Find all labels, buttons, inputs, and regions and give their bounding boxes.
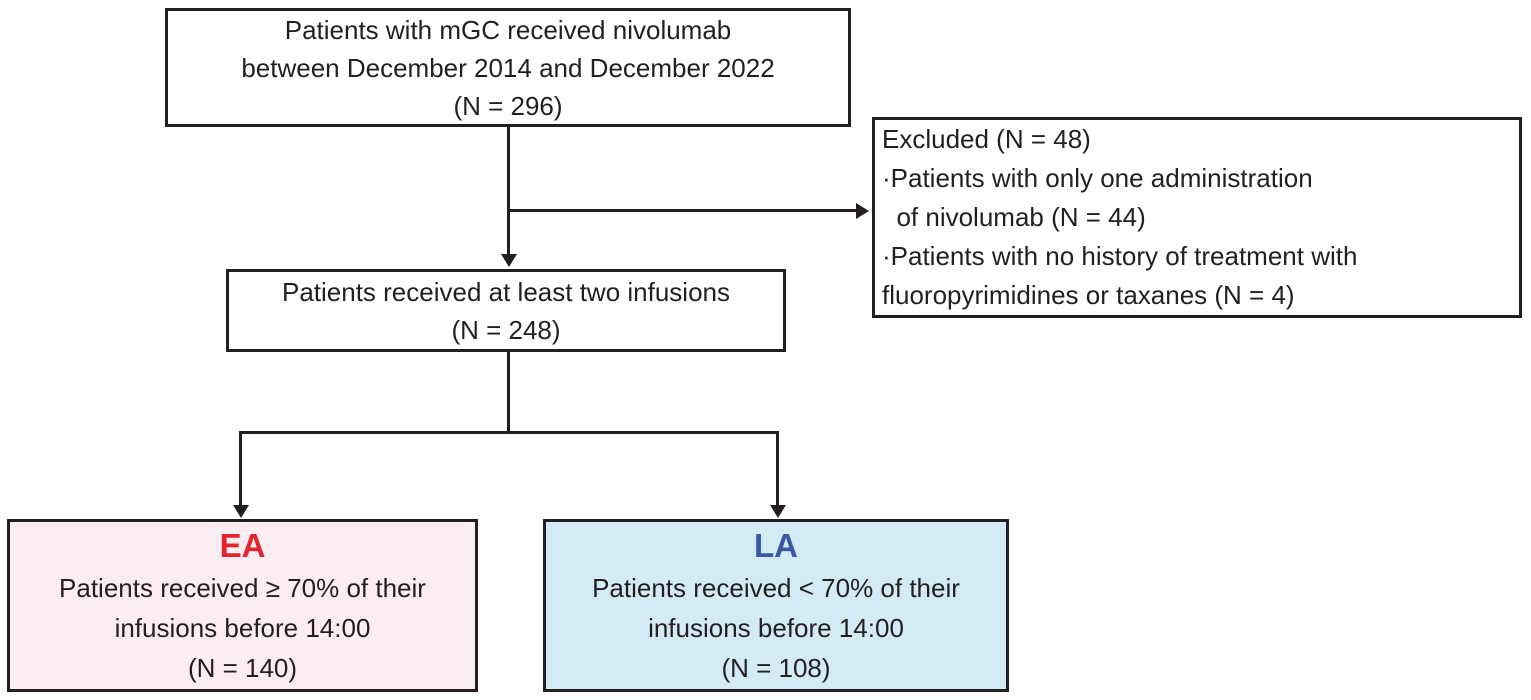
box-line: (N = 108) — [721, 652, 831, 683]
box-line: Patients received ≥ 70% of their — [59, 572, 426, 603]
connector-branch-to-la — [776, 431, 779, 507]
enrollment-box: Patients with mGC received nivolumab bet… — [165, 8, 851, 127]
box-line: (N = 296) — [453, 90, 563, 121]
box-line: between December 2014 and December 2022 — [241, 52, 775, 83]
arrowhead-into-la — [769, 505, 786, 518]
ea-group-box: EA Patients received ≥ 70% of their infu… — [7, 519, 478, 692]
connector-to-excluded — [507, 209, 856, 212]
box-line: Patients received < 70% of their — [592, 572, 960, 603]
box-line: infusions before 14:00 — [648, 612, 904, 643]
connector-branch-to-ea — [239, 431, 242, 507]
arrowhead-into-excluded — [856, 202, 869, 219]
box-line: ·Patients with only one administration — [882, 163, 1313, 193]
box-line: fluoropyrimidines or taxanes (N = 4) — [882, 280, 1295, 310]
arrowhead-into-ea — [232, 505, 249, 518]
box-line: (N = 140) — [187, 652, 298, 683]
box-line: infusions before 14:00 — [114, 612, 371, 643]
la-group-box: LA Patients received < 70% of their infu… — [543, 519, 1009, 692]
connector-branch-horizontal — [239, 431, 779, 434]
box-line: ·Patients with no history of treatment w… — [882, 241, 1358, 271]
ea-group-label: EA — [219, 526, 266, 564]
box-line: of nivolumab (N = 44) — [882, 202, 1146, 232]
arrowhead-into-middle — [500, 254, 517, 267]
la-group-label: LA — [754, 526, 798, 564]
box-line: (N = 248) — [451, 314, 561, 345]
box-line: Patients with mGC received nivolumab — [284, 14, 732, 45]
included-box: Patients received at least two infusions… — [226, 269, 786, 352]
connector-top-to-middle — [507, 127, 510, 256]
box-line: Patients received at least two infusions — [281, 276, 731, 307]
box-line: Excluded (N = 48) — [882, 124, 1091, 154]
excluded-box: Excluded (N = 48) ·Patients with only on… — [872, 117, 1522, 318]
connector-middle-to-branch — [507, 352, 510, 434]
